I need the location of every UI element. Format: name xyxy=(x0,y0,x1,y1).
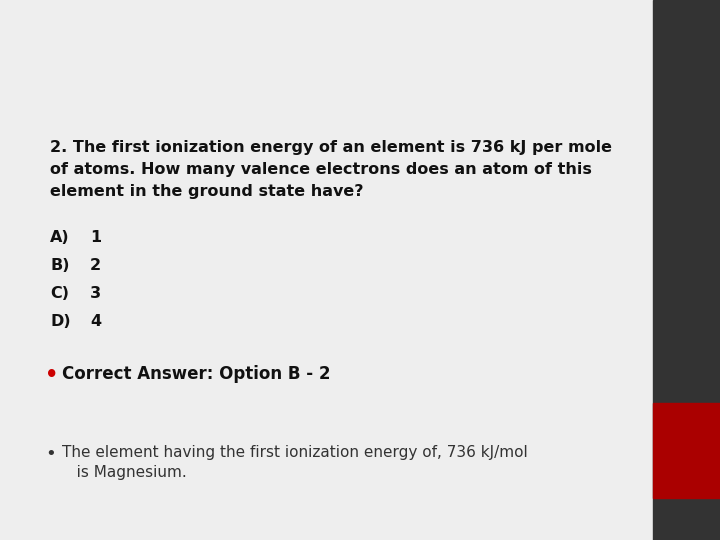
Text: 2. The first ionization energy of an element is 736 kJ per mole: 2. The first ionization energy of an ele… xyxy=(50,140,612,155)
Text: •: • xyxy=(45,445,55,463)
Bar xyxy=(653,0,720,540)
Text: Correct Answer: Option B - 2: Correct Answer: Option B - 2 xyxy=(62,365,330,383)
Bar xyxy=(653,403,720,498)
Text: C): C) xyxy=(50,286,69,301)
Text: 3: 3 xyxy=(90,286,101,301)
Text: 4: 4 xyxy=(90,314,101,329)
Text: 1: 1 xyxy=(90,230,101,245)
Text: A): A) xyxy=(50,230,70,245)
Text: D): D) xyxy=(50,314,71,329)
Text: element in the ground state have?: element in the ground state have? xyxy=(50,184,364,199)
Text: •: • xyxy=(45,365,58,385)
Text: B): B) xyxy=(50,258,70,273)
Text: is Magnesium.: is Magnesium. xyxy=(62,465,186,480)
Text: 2: 2 xyxy=(90,258,101,273)
Text: of atoms. How many valence electrons does an atom of this: of atoms. How many valence electrons doe… xyxy=(50,162,592,177)
Text: The element having the first ionization energy of, 736 kJ/mol: The element having the first ionization … xyxy=(62,445,528,460)
